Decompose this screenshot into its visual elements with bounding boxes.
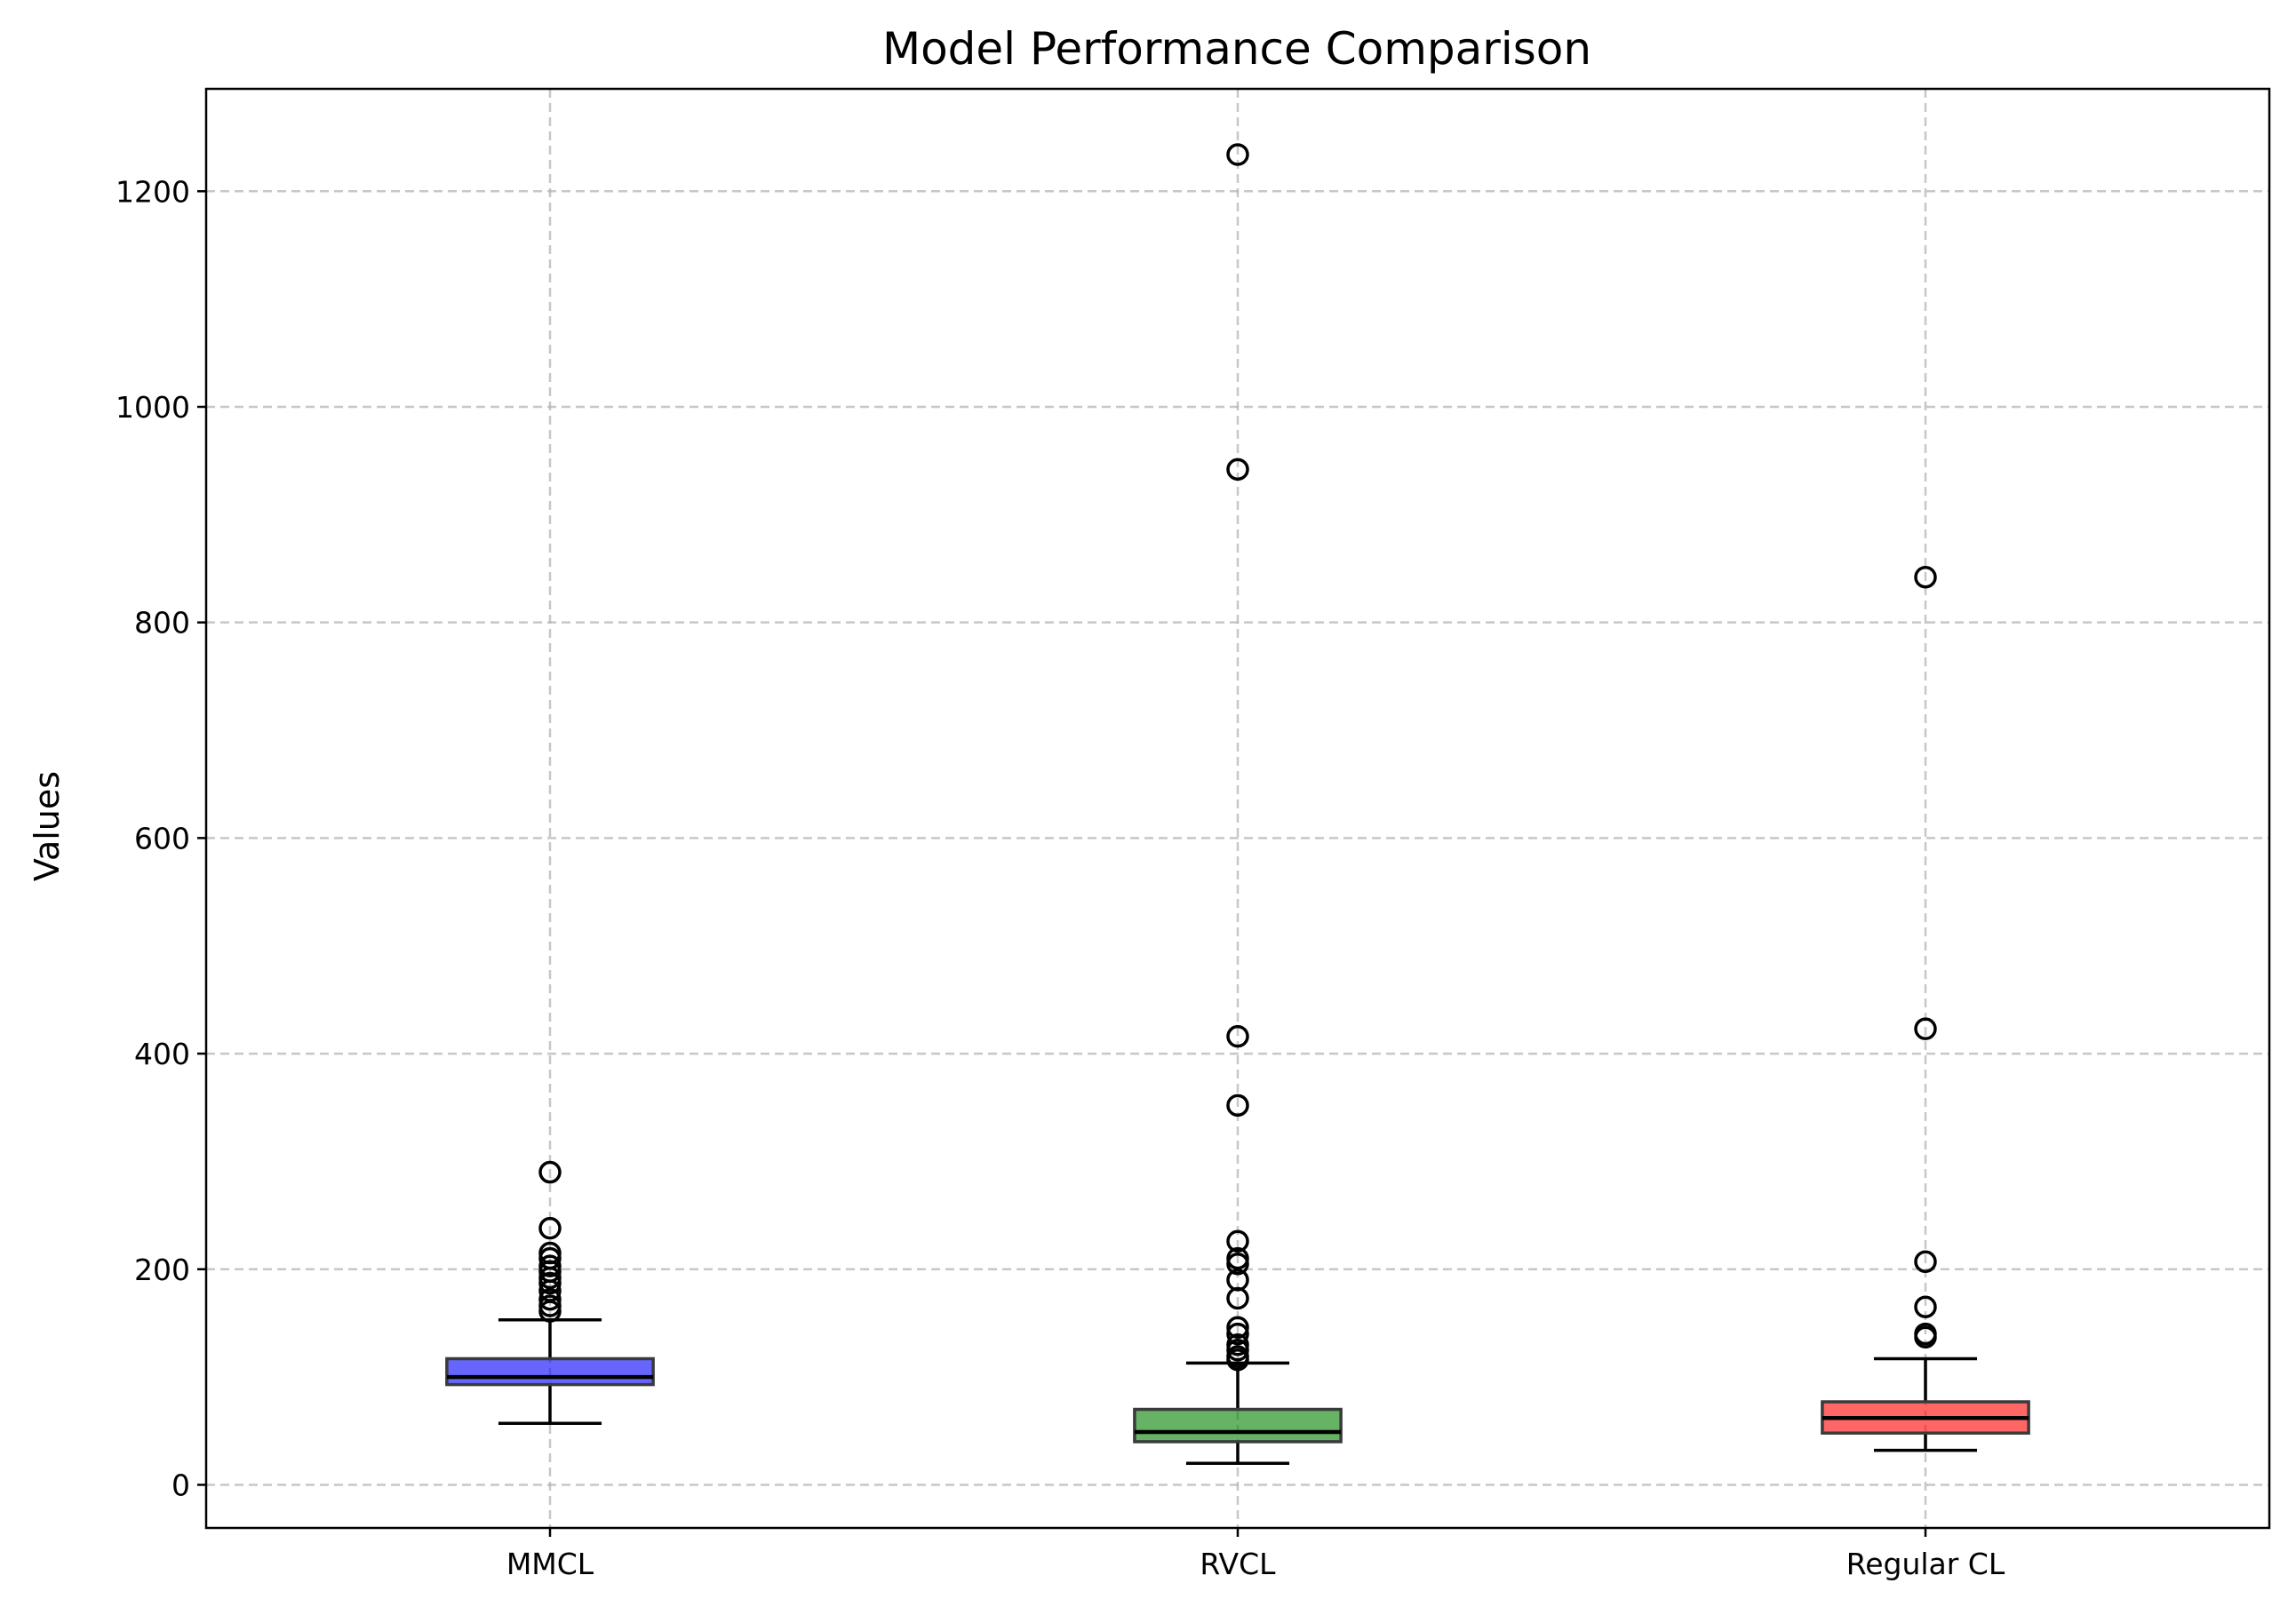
outlier-point (1226, 1094, 1249, 1118)
y-tick-label: 800 (134, 606, 190, 640)
outlier-point (1226, 457, 1249, 481)
iqr-box (445, 1356, 655, 1387)
y-tick-label: 600 (134, 821, 190, 855)
y-tick-label: 400 (134, 1037, 190, 1071)
outlier-point (538, 1300, 562, 1323)
outlier-point (538, 1216, 562, 1240)
outlier-point (1226, 1348, 1249, 1372)
outlier-point (1226, 1286, 1249, 1310)
outlier-point (1914, 1017, 1937, 1040)
outlier-point (538, 1287, 562, 1311)
outlier-point (1914, 1250, 1937, 1274)
outlier-point (1914, 1295, 1937, 1318)
outlier-point (1226, 1339, 1249, 1362)
outlier-point (1226, 1024, 1249, 1048)
box-group-mmcl (445, 1160, 655, 1426)
y-tick-label: 1200 (116, 174, 190, 209)
x-tick-label: Regular CL (1846, 1547, 2005, 1581)
outlier-point (1226, 143, 1249, 166)
outlier-point (1914, 565, 1937, 589)
y-tick-label: 200 (134, 1253, 190, 1287)
outlier-point (1226, 1252, 1249, 1276)
y-tick-label: 0 (171, 1468, 190, 1502)
x-tick-label: RVCL (1200, 1547, 1276, 1581)
box-group-regular-cl (1821, 565, 2030, 1452)
y-axis-label: Values (28, 771, 67, 881)
chart-title: Model Performance Comparison (882, 23, 1591, 75)
outlier-point (538, 1160, 562, 1184)
outlier-point (538, 1271, 562, 1295)
x-tick-label: MMCL (506, 1547, 594, 1581)
y-tick-label: 1000 (116, 390, 190, 425)
outlier-point (1226, 1316, 1249, 1340)
outlier-point (1226, 1229, 1249, 1253)
outlier-point (1226, 1322, 1249, 1346)
outlier-point (1914, 1325, 1937, 1348)
grid-lines (206, 89, 2269, 1528)
iqr-box (1133, 1407, 1343, 1444)
box-group-rvcl (1133, 143, 1343, 1465)
box-plot-series (445, 143, 2030, 1465)
axis-ticks: 0 200 400 600 800 1000 1200 MMCL RVCL Regular CL (116, 174, 2005, 1581)
